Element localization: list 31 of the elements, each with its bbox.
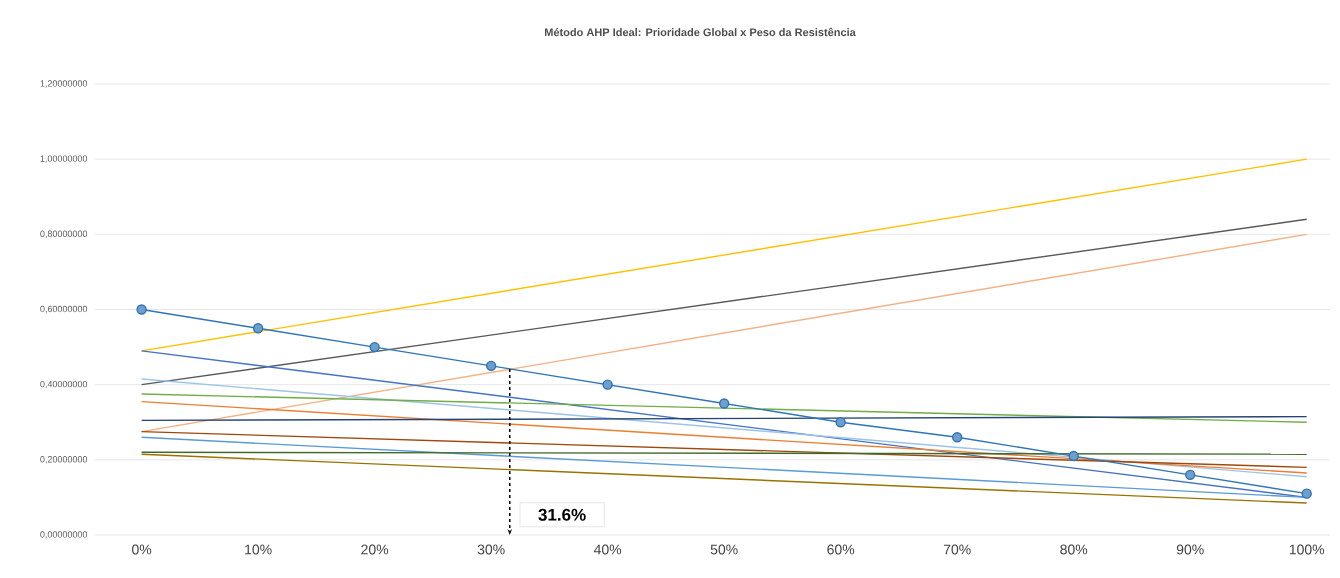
point [485,360,497,372]
point [718,398,730,409]
point [369,341,380,353]
point [1068,450,1079,462]
point [951,432,963,443]
x-tick-label: 90% [1176,544,1204,555]
y-tick-label: 0,80000000 [40,230,88,239]
x-tick-label: 100% [1289,544,1325,555]
x-tick-label: 40% [593,544,622,555]
x-tick-label: 60% [827,544,855,555]
x-tick-label: 30% [477,544,505,555]
ref-line-label: 31.6% [538,508,586,521]
x-tick-label: 70% [943,544,971,555]
y-tick-label: 0,40000000 [40,380,88,389]
point [136,304,147,315]
y-tick-label: 0,60000000 [40,305,88,314]
chart-title: Método AHP Ideal: Prioridade Global x Peso da Resistência [544,27,856,37]
y-tick-label: 0,00000000 [40,531,88,539]
y-tick-label: 1,20000000 [40,80,88,88]
point [835,417,846,428]
point [1301,488,1312,499]
x-tick-label: 50% [710,544,738,555]
y-tick-label: 0,20000000 [40,456,88,464]
point [1185,469,1196,481]
x-tick-label: 20% [361,544,389,555]
point [252,323,264,334]
y-tick-label: 1,00000000 [40,155,88,163]
point [602,379,613,390]
x-tick-label: 80% [1060,544,1088,555]
x-tick-label: 0% [132,544,152,555]
x-tick-label: 10% [245,544,272,555]
